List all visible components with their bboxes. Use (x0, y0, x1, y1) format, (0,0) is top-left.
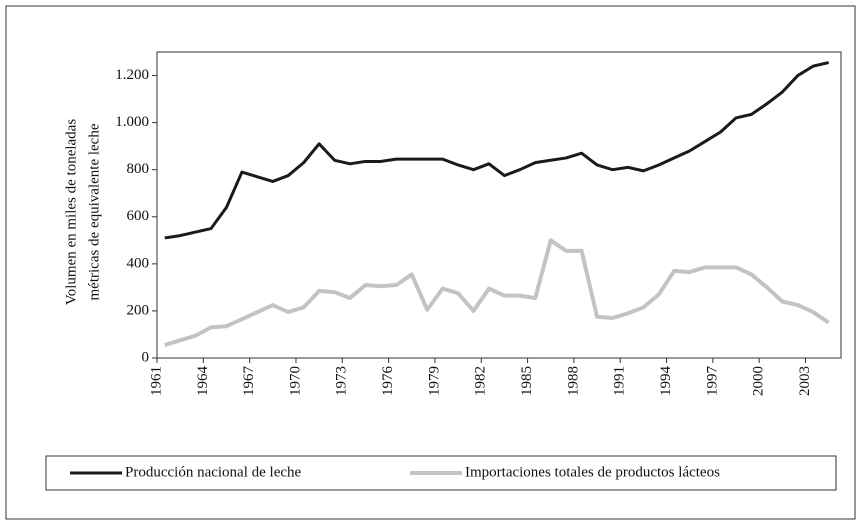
x-tick-label: 2003 (797, 366, 813, 396)
y-tick-label: 400 (127, 255, 150, 271)
x-tick-label: 1964 (195, 366, 211, 397)
legend-label: Producción nacional de leche (125, 464, 302, 480)
series-line (164, 238, 830, 347)
y-tick-label: 600 (127, 208, 150, 224)
x-tick-label: 1991 (612, 366, 628, 396)
x-tick-label: 1979 (426, 366, 442, 396)
x-tick-label: 1961 (148, 366, 164, 396)
y-tick-label: 1.200 (115, 67, 149, 83)
x-tick-label: 1988 (565, 366, 581, 396)
x-tick-label: 1982 (473, 366, 489, 396)
y-tick-label: 200 (127, 302, 150, 318)
series-line (164, 61, 829, 240)
frame (5, 5, 856, 520)
y-tick-label: 1.000 (115, 114, 149, 130)
x-tick-label: 2000 (751, 366, 767, 396)
x-tick-label: 1997 (704, 366, 720, 397)
legend-box (45, 455, 837, 491)
legend-label: Importaciones totales de productos lácte… (465, 464, 720, 480)
y-axis-label: métricas de equivalente leche (86, 123, 102, 300)
x-tick-label: 1976 (380, 366, 396, 397)
x-tick-label: 1967 (241, 366, 257, 397)
plot-area (156, 51, 842, 359)
x-tick-label: 1994 (658, 366, 674, 397)
x-tick-label: 1973 (334, 366, 350, 396)
y-tick-label: 0 (142, 349, 150, 365)
x-tick-label: 1970 (287, 366, 303, 396)
y-tick-label: 800 (127, 161, 150, 177)
y-axis-label: Volumen en miles de toneladas (63, 119, 79, 306)
x-tick-label: 1985 (519, 366, 535, 396)
